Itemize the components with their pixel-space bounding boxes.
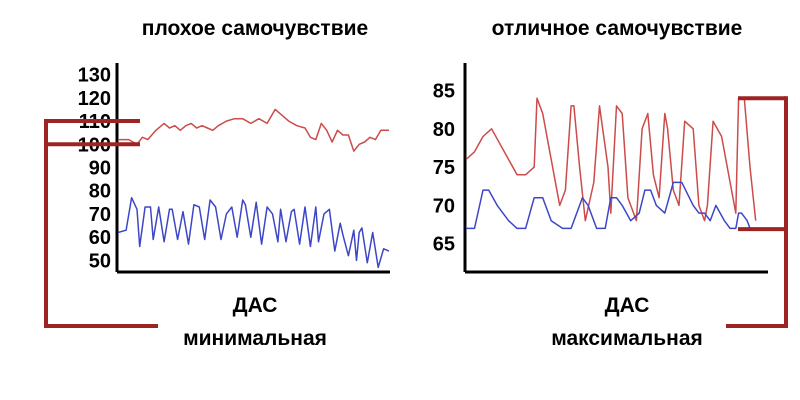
chart-right-series-line-2 (466, 181, 751, 230)
chart-right-y-tick-label: 75 (433, 157, 455, 179)
chart-right-y-tick-label: 65 (433, 234, 455, 256)
chart-right-title: отличное самочувствие (492, 17, 743, 40)
chart-right-y-tick-label: 80 (433, 119, 455, 141)
chart-left-y-tick-label: 50 (89, 250, 111, 272)
chart-left-tick-labels: 1301201101009080706050 (78, 65, 111, 273)
chart-left-title: плохое самочувствие (142, 17, 368, 40)
chart-right-caption-line2: максимальная (551, 327, 703, 350)
chart-right-tick-labels: 85 80 75 70 65 (433, 81, 455, 256)
chart-left-y-tick-label: 90 (89, 158, 111, 180)
chart-left: плохое самочувствие 13012011010090807060… (44, 17, 390, 350)
chart-left-series (117, 108, 390, 269)
chart-left-caption-line2: минимальная (183, 327, 327, 350)
chart-left-y-tick-label: 70 (89, 204, 111, 226)
chart-right-range-bracket (726, 96, 788, 328)
chart-left-caption-line1: ДАС (233, 294, 278, 317)
chart-left-range-bracket (44, 119, 158, 328)
chart-right-y-tick-label: 85 (433, 81, 455, 103)
chart-left-y-tick-label: 120 (78, 88, 111, 110)
chart-left-series-line-2 (117, 196, 390, 269)
chart-left-y-tick-label: 130 (78, 65, 111, 87)
chart-right-y-tick-label: 70 (433, 195, 455, 217)
chart-right-caption-line1: ДАС (605, 294, 650, 317)
chart-right-series (465, 97, 757, 230)
chart-right: отличное самочувствие 85 80 75 70 65 ДАС мак… (433, 17, 788, 350)
chart-right-series-line-1 (465, 97, 757, 222)
chart-left-y-tick-label: 80 (89, 181, 111, 203)
chart-left-series-line-1 (118, 108, 389, 152)
chart-left-y-tick-label: 60 (89, 227, 111, 249)
